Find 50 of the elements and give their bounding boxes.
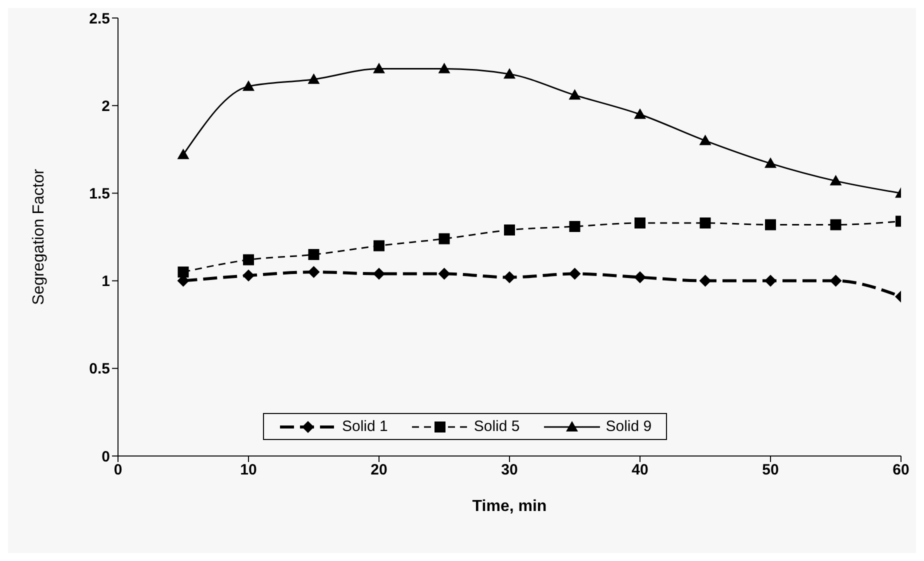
point <box>830 174 842 186</box>
point <box>830 219 842 230</box>
point <box>308 73 320 84</box>
point <box>242 80 254 91</box>
point <box>504 68 516 79</box>
legend-label: Solid 9 <box>604 418 652 435</box>
point <box>568 89 581 100</box>
point <box>634 271 646 284</box>
y-axis-title: Segregation Factor <box>30 168 48 306</box>
point <box>634 108 646 119</box>
point <box>699 134 712 146</box>
point <box>308 249 320 260</box>
y-tick-label: 1 <box>102 273 110 290</box>
y-tick-label: 0.5 <box>89 360 110 378</box>
point <box>308 266 320 278</box>
point <box>699 274 712 287</box>
y-tick-label: 2 <box>102 98 110 115</box>
point <box>178 266 189 278</box>
point <box>243 254 254 266</box>
x-tick-label: 40 <box>632 462 648 479</box>
point <box>242 270 254 282</box>
point <box>764 157 776 168</box>
x-tick-label: 50 <box>762 462 779 479</box>
point <box>504 271 516 284</box>
x-tick-label: 20 <box>370 462 388 479</box>
y-tick-label: 0 <box>102 448 110 466</box>
x-tick-label: 60 <box>892 462 910 479</box>
point <box>438 268 450 280</box>
point <box>568 268 581 280</box>
point <box>569 220 580 232</box>
point <box>830 274 842 287</box>
point <box>438 62 450 74</box>
point <box>438 233 450 244</box>
x-axis-title: Time, min <box>472 498 547 515</box>
legend-label: Solid 5 <box>472 418 520 435</box>
y-tick-label: 1.5 <box>89 186 110 203</box>
point <box>373 62 385 74</box>
point <box>177 148 190 160</box>
legend-label: Solid 1 <box>341 418 388 435</box>
point <box>764 274 776 287</box>
x-tick-label: 10 <box>240 462 257 479</box>
point <box>504 224 515 236</box>
point <box>373 268 385 280</box>
x-tick-label: 0 <box>114 462 122 479</box>
y-tick-label: 2.5 <box>89 10 110 28</box>
point <box>374 240 384 252</box>
point <box>634 217 646 228</box>
point <box>765 219 776 230</box>
x-tick-label: 30 <box>501 462 518 479</box>
point <box>700 217 711 228</box>
